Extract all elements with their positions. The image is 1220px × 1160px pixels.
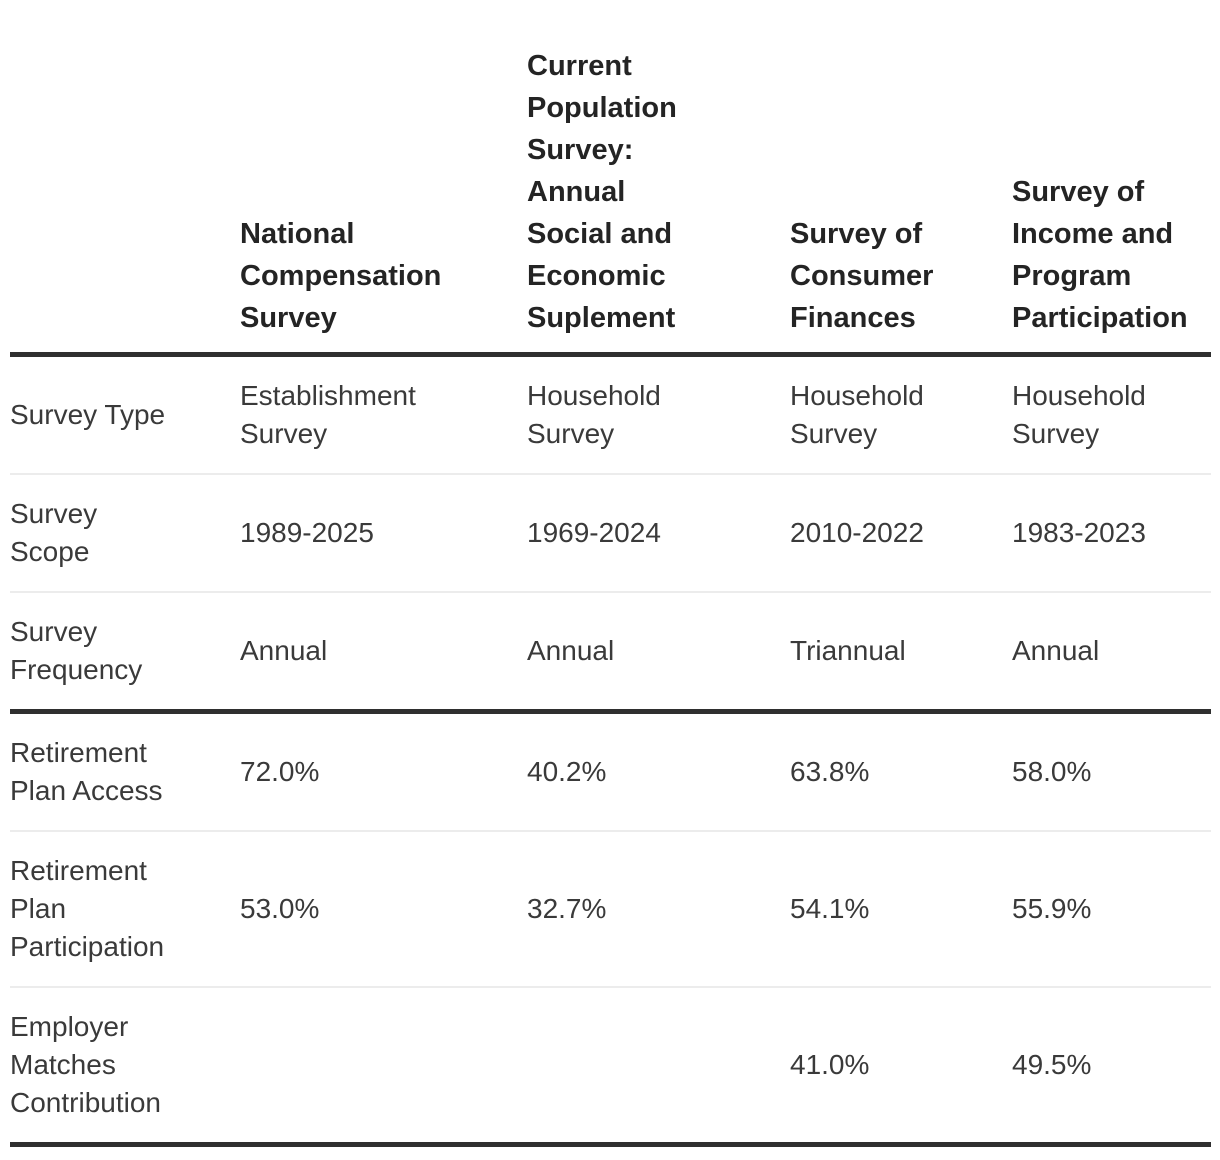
row-retirement-plan-access: Retirement Plan Access 72.0% 40.2% 63.8%… [10,711,1211,832]
corner-cell [10,0,240,357]
column-header-national-compensation-survey: National Compensation Survey [240,0,527,357]
table-cell: 32.7% [527,831,790,988]
column-header-survey-of-consumer-finances: Survey of Consumer Finances [790,0,1012,357]
table-cell: 53.0% [240,831,527,988]
row-survey-type: Survey Type Establishment Survey Househo… [10,354,1211,475]
row-label: Survey Type [10,354,240,475]
table-cell: Household Survey [1012,354,1211,475]
table-cell: Household Survey [527,354,790,475]
table-cell [527,987,790,1147]
table-cell: 2010-2022 [790,474,1012,593]
table-cell: 58.0% [1012,711,1211,832]
header-row: National Compensation Survey Current Pop… [10,0,1211,357]
table-cell: 40.2% [527,711,790,832]
row-retirement-plan-participation: Retirement Plan Participation 53.0% 32.7… [10,831,1211,988]
table-cell: 63.8% [790,711,1012,832]
row-label: Retirement Plan Access [10,711,240,832]
table-cell: Annual [527,592,790,714]
table-cell [240,987,527,1147]
table-cell: Establishment Survey [240,354,527,475]
row-label: Survey Frequency [10,592,240,714]
table-cell: Household Survey [790,354,1012,475]
table-cell: 54.1% [790,831,1012,988]
column-header-survey-of-income-and-program-participation: Survey of Income and Program Participati… [1012,0,1211,357]
table-cell: 55.9% [1012,831,1211,988]
row-survey-scope: Survey Scope 1989-2025 1969-2024 2010-20… [10,474,1211,593]
table-cell: Annual [240,592,527,714]
survey-comparison-table: National Compensation Survey Current Pop… [10,0,1211,1147]
row-label: Employer Matches Contribution [10,987,240,1147]
table-cell: 1969-2024 [527,474,790,593]
table-cell: 41.0% [790,987,1012,1147]
row-employer-matches-contribution: Employer Matches Contribution 41.0% 49.5… [10,987,1211,1147]
column-header-current-population-survey: Current Population Survey: Annual Social… [527,0,790,357]
table-cell: 1983-2023 [1012,474,1211,593]
table-cell: 1989-2025 [240,474,527,593]
row-label: Survey Scope [10,474,240,593]
row-label: Retirement Plan Participation [10,831,240,988]
table-cell: Annual [1012,592,1211,714]
row-survey-frequency: Survey Frequency Annual Annual Triannual… [10,592,1211,714]
table-cell: 72.0% [240,711,527,832]
table-cell: 49.5% [1012,987,1211,1147]
table-cell: Triannual [790,592,1012,714]
